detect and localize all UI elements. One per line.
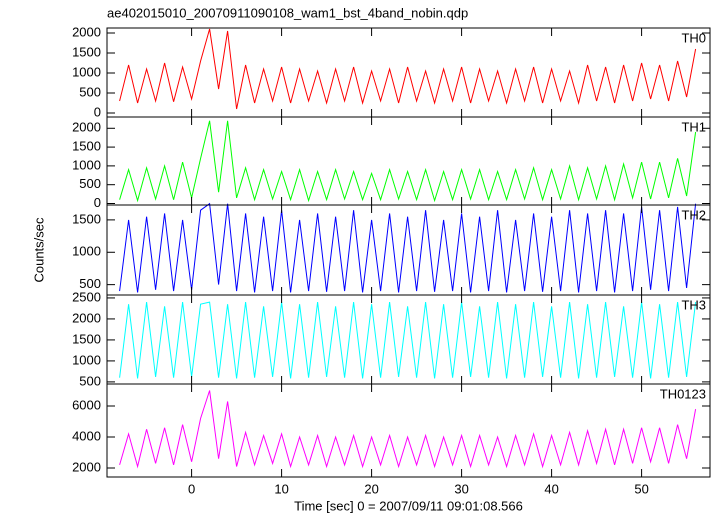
- light-curve: [119, 301, 697, 379]
- y-tick-label: 1000: [72, 352, 101, 367]
- panel-label: TH3: [681, 297, 706, 312]
- x-tick-label: 40: [544, 481, 558, 496]
- chart-title: ae402015010_20070911090108_wam1_bst_4ban…: [107, 5, 468, 20]
- y-tick-label: 6000: [72, 397, 101, 412]
- x-axis-label: Time [sec] 0 = 2007/09/11 09:01:08.566: [294, 498, 523, 513]
- panel-label: TH2: [681, 207, 706, 222]
- y-tick-label: 0: [94, 104, 101, 119]
- y-tick-label: 4000: [72, 428, 101, 443]
- y-tick-label: 2000: [72, 120, 101, 135]
- y-tick-label: 1500: [72, 211, 101, 226]
- y-tick-label: 1000: [72, 64, 101, 79]
- panel-frame: [106, 383, 711, 478]
- y-tick-label: 1500: [72, 139, 101, 154]
- y-tick-label: 2000: [72, 459, 101, 474]
- y-axis-label: Counts/sec: [31, 217, 46, 283]
- y-tick-label: 2000: [72, 24, 101, 39]
- y-tick-label: 1000: [72, 157, 101, 172]
- panel-label: TH1: [681, 119, 706, 134]
- light-curve: [119, 28, 697, 110]
- y-tick-label: 2500: [72, 289, 101, 304]
- x-tick-label: 20: [364, 481, 378, 496]
- y-tick-label: 500: [79, 84, 101, 99]
- panel-label: TH0: [681, 30, 706, 45]
- y-tick-label: 500: [79, 176, 101, 191]
- y-tick-label: 1000: [72, 244, 101, 259]
- y-tick-label: 1500: [72, 331, 101, 346]
- x-tick-label: 0: [188, 481, 195, 496]
- light-curve: [119, 202, 697, 293]
- y-tick-label: 1500: [72, 44, 101, 59]
- panel-label: TH0123: [660, 386, 706, 401]
- panel-frame: [106, 116, 711, 206]
- y-tick-label: 500: [79, 373, 101, 388]
- x-tick-label: 10: [274, 481, 288, 496]
- x-tick-label: 50: [634, 481, 648, 496]
- light-curve: [119, 120, 697, 203]
- light-curve: [119, 390, 697, 469]
- y-tick-label: 0: [94, 195, 101, 210]
- x-tick-label: 30: [454, 481, 468, 496]
- y-tick-label: 500: [79, 276, 101, 291]
- y-tick-label: 2000: [72, 310, 101, 325]
